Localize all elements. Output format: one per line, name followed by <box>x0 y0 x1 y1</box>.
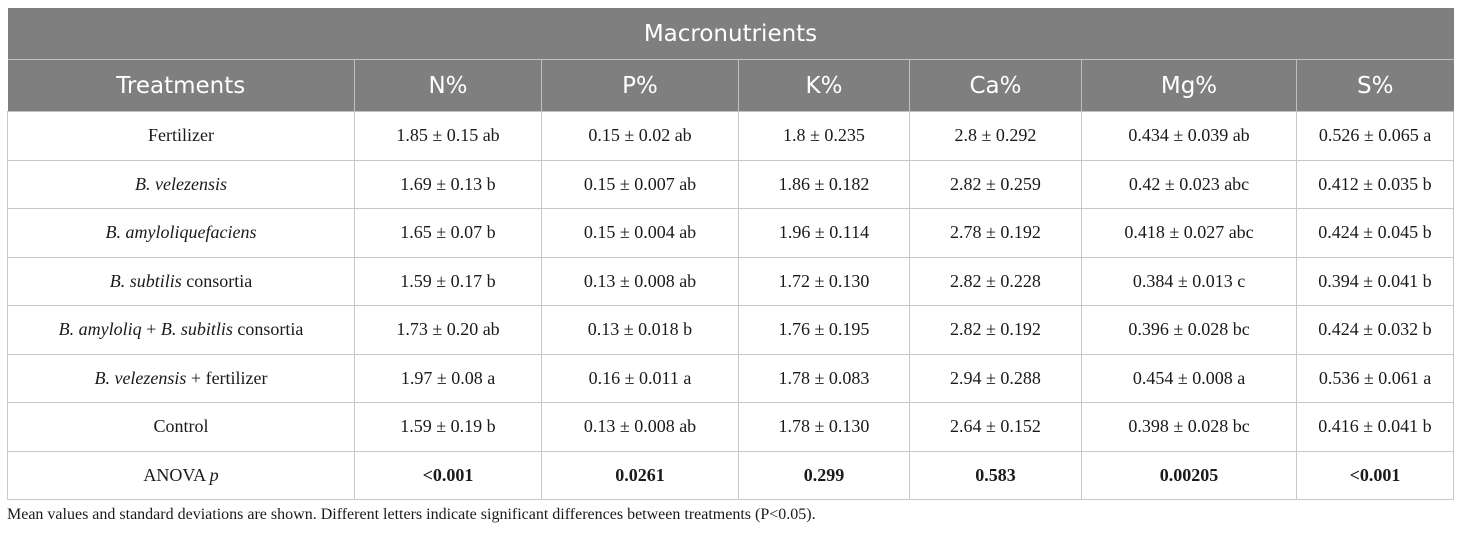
column-header-mg: Mg% <box>1081 59 1297 112</box>
table-row: B. velezensis 1.69 ± 0.13 b 0.15 ± 0.007 a… <box>7 159 1454 209</box>
treatment-cell: B. velezensis <box>7 159 355 209</box>
value-cell: 0.434 ± 0.039 ab <box>1081 111 1297 161</box>
treatment-label-part: B. velezensis <box>94 367 187 388</box>
table-row: Fertilizer 1.85 ± 0.15 ab 0.15 ± 0.02 ab 1.… <box>7 111 1454 161</box>
value-cell: 2.82 ± 0.228 <box>909 256 1082 306</box>
value-cell: 0.13 ± 0.008 ab <box>541 256 739 306</box>
value-cell: 0.412 ± 0.035 b <box>1296 159 1454 209</box>
column-header-treatments: Treatments <box>7 59 355 112</box>
treatment-cell: B. subtilis consortia <box>7 256 355 306</box>
value-cell: 1.85 ± 0.15 ab <box>354 111 542 161</box>
column-header-p: P% <box>541 59 739 112</box>
treatment-cell: Control <box>7 402 355 452</box>
value-cell: 1.72 ± 0.130 <box>738 256 910 306</box>
treatment-label-part: ANOVA <box>143 464 210 485</box>
value-cell: <0.001 <box>354 450 542 500</box>
treatment-label-part: consortia <box>181 270 253 291</box>
treatment-label-part: + <box>141 319 161 340</box>
value-cell: 2.78 ± 0.192 <box>909 208 1082 258</box>
value-cell: 0.418 ± 0.027 abc <box>1081 208 1297 258</box>
treatment-label-part: p <box>209 464 219 485</box>
value-cell: 1.8 ± 0.235 <box>738 111 910 161</box>
table-row: B. subtilis consortia 1.59 ± 0.17 b 0.13 ±… <box>7 256 1454 306</box>
value-cell: 0.416 ± 0.041 b <box>1296 402 1454 452</box>
table-row: B. amyloliq + B. subitlis consortia 1.73 … <box>7 305 1454 355</box>
treatment-cell: Fertilizer <box>7 111 355 161</box>
value-cell: 2.82 ± 0.259 <box>909 159 1082 209</box>
anova-row: ANOVA p <0.001 0.0261 0.299 0.583 0.00205 <0.0… <box>7 450 1454 500</box>
column-header-n: N% <box>354 59 542 112</box>
value-cell: 0.454 ± 0.008 a <box>1081 353 1297 403</box>
value-cell: 2.8 ± 0.292 <box>909 111 1082 161</box>
table-row: B. amyloliquefaciens 1.65 ± 0.07 b 0.15 ± … <box>7 208 1454 258</box>
value-cell: 2.94 ± 0.288 <box>909 353 1082 403</box>
column-header-s: S% <box>1296 59 1454 112</box>
value-cell: 2.82 ± 0.192 <box>909 305 1082 355</box>
value-cell: 1.96 ± 0.114 <box>738 208 910 258</box>
value-cell: 0.384 ± 0.013 c <box>1081 256 1297 306</box>
treatment-label-part: B. subitlis <box>160 319 233 340</box>
value-cell: 0.299 <box>738 450 910 500</box>
value-cell: 1.78 ± 0.130 <box>738 402 910 452</box>
value-cell: 0.42 ± 0.023 abc <box>1081 159 1297 209</box>
treatment-label-part: B. subtilis <box>109 270 182 291</box>
value-cell: 0.15 ± 0.004 ab <box>541 208 739 258</box>
treatment-label-part: Fertilizer <box>148 125 214 146</box>
value-cell: 1.59 ± 0.17 b <box>354 256 542 306</box>
value-cell: 0.536 ± 0.061 a <box>1296 353 1454 403</box>
value-cell: 1.65 ± 0.07 b <box>354 208 542 258</box>
table-title: Macronutrients <box>7 8 1454 60</box>
value-cell: 0.394 ± 0.041 b <box>1296 256 1454 306</box>
treatment-cell: B. amyloliquefaciens <box>7 208 355 258</box>
value-cell: 0.424 ± 0.045 b <box>1296 208 1454 258</box>
value-cell: 1.86 ± 0.182 <box>738 159 910 209</box>
column-header-row: Treatments N% P% K% Ca% Mg% S% <box>7 59 1454 112</box>
value-cell: 0.526 ± 0.065 a <box>1296 111 1454 161</box>
treatment-label-part: + fertilizer <box>186 367 268 388</box>
value-cell: 0.396 ± 0.028 bc <box>1081 305 1297 355</box>
value-cell: 0.16 ± 0.011 a <box>541 353 739 403</box>
value-cell: 0.15 ± 0.02 ab <box>541 111 739 161</box>
value-cell: 1.78 ± 0.083 <box>738 353 910 403</box>
treatment-label-part: B. amyloliq <box>58 319 142 340</box>
value-cell: 1.76 ± 0.195 <box>738 305 910 355</box>
value-cell: 0.13 ± 0.018 b <box>541 305 739 355</box>
value-cell: 0.0261 <box>541 450 739 500</box>
value-cell: 0.15 ± 0.007 ab <box>541 159 739 209</box>
table-footnote: Mean values and standard deviations are … <box>7 506 816 523</box>
treatment-label-part: B. velezensis <box>135 173 227 194</box>
treatment-cell: B. velezensis + fertilizer <box>7 353 355 403</box>
value-cell: 0.424 ± 0.032 b <box>1296 305 1454 355</box>
value-cell: <0.001 <box>1296 450 1454 500</box>
value-cell: 1.59 ± 0.19 b <box>354 402 542 452</box>
table-title-row: Macronutrients <box>7 8 1454 60</box>
treatment-label-part: Control <box>153 416 209 437</box>
value-cell: 0.00205 <box>1081 450 1297 500</box>
value-cell: 0.398 ± 0.028 bc <box>1081 402 1297 452</box>
value-cell: 2.64 ± 0.152 <box>909 402 1082 452</box>
treatment-label-part: consortia <box>232 319 304 340</box>
column-header-ca: Ca% <box>909 59 1082 112</box>
macronutrients-table: Macronutrients Treatments N% P% K% Ca% M… <box>7 8 1454 500</box>
treatment-cell: ANOVA p <box>7 450 355 500</box>
value-cell: 1.73 ± 0.20 ab <box>354 305 542 355</box>
table-row: Control 1.59 ± 0.19 b 0.13 ± 0.008 ab 1.78 … <box>7 402 1454 452</box>
value-cell: 0.13 ± 0.008 ab <box>541 402 739 452</box>
treatment-cell: B. amyloliq + B. subitlis consortia <box>7 305 355 355</box>
treatment-label-part: B. amyloliquefaciens <box>105 222 257 243</box>
column-header-k: K% <box>738 59 910 112</box>
table-body: Fertilizer 1.85 ± 0.15 ab 0.15 ± 0.02 ab 1.… <box>7 111 1454 500</box>
value-cell: 1.97 ± 0.08 a <box>354 353 542 403</box>
value-cell: 1.69 ± 0.13 b <box>354 159 542 209</box>
value-cell: 0.583 <box>909 450 1082 500</box>
